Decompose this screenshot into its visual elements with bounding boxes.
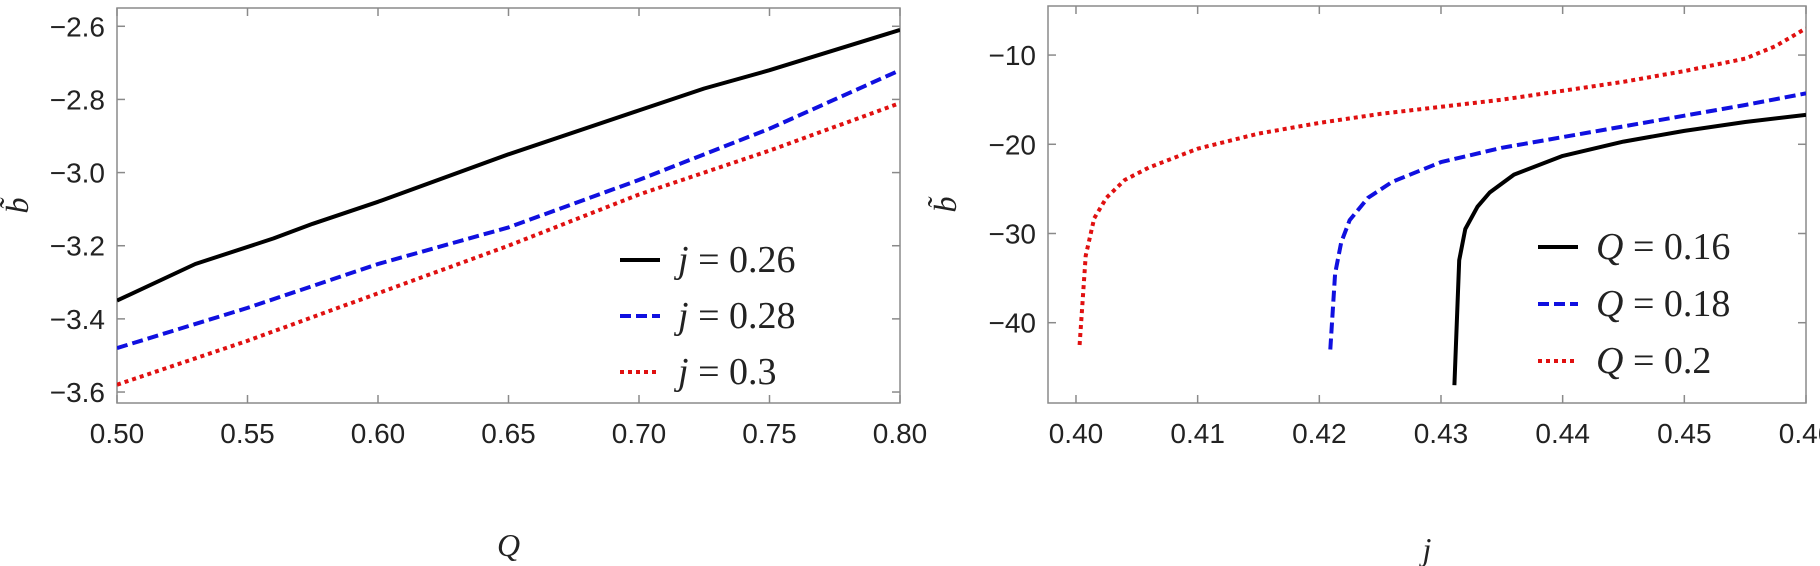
- x-tick-label: 0.60: [351, 418, 406, 449]
- x-tick-label: 0.41: [1170, 418, 1225, 449]
- plot-frame: [1047, 5, 1807, 404]
- x-axis-label: Q: [497, 527, 520, 563]
- chart-panel-j: 0.40 0.41 0.42 0.43 0.44 0.45 0.46 −40 −30 −20 −10…: [927, 5, 1820, 566]
- legend-label: j = 0.26: [673, 239, 796, 281]
- y-tick-label: −3.6: [50, 377, 105, 408]
- y-tick-label: −30: [989, 218, 1037, 249]
- x-tick-label: 0.65: [481, 418, 536, 449]
- x-axis-label: j: [1419, 531, 1432, 566]
- legend-label: j = 0.28: [673, 295, 796, 337]
- legend-label: Q = 0.18: [1596, 283, 1730, 325]
- x-tick-label: 0.40: [1049, 418, 1104, 449]
- y-tick-label: −20: [989, 129, 1037, 160]
- x-tick-label: 0.80: [873, 418, 928, 449]
- y-tick-label: −2.6: [50, 11, 105, 42]
- series-line-1: [117, 68, 900, 351]
- x-tick-label: 0.55: [220, 418, 275, 449]
- x-tick-label: 0.44: [1535, 418, 1590, 449]
- x-tick-label: 0.50: [90, 418, 145, 449]
- legend-label: Q = 0.16: [1596, 226, 1730, 268]
- x-tick-label: 0.43: [1414, 418, 1469, 449]
- series-line-2: [1077, 26, 1806, 346]
- y-axis-label: b̃: [0, 197, 35, 213]
- y-axis-label: b̃: [927, 196, 963, 212]
- series-line-2: [117, 101, 900, 387]
- legend-label: Q = 0.2: [1596, 340, 1711, 382]
- series-line-0: [117, 27, 900, 303]
- series-line-1: [1328, 91, 1806, 350]
- x-tick-label: 0.45: [1657, 418, 1712, 449]
- y-tick-label: −3.0: [50, 158, 105, 189]
- series-line-0: [1452, 112, 1806, 386]
- legend-label: j = 0.3: [673, 351, 777, 393]
- y-tick-label: −3.2: [50, 231, 105, 262]
- y-tick-label: −3.4: [50, 304, 105, 335]
- x-tick-label: 0.75: [742, 418, 797, 449]
- x-tick-label: 0.42: [1292, 418, 1347, 449]
- x-tick-label: 0.70: [612, 418, 667, 449]
- y-tick-label: −10: [989, 40, 1037, 71]
- x-tick-label: 0.46: [1779, 418, 1820, 449]
- y-tick-label: −2.8: [50, 84, 105, 115]
- y-tick-label: −40: [989, 308, 1037, 339]
- chart-panel-q: 0.50 0.55 0.60 0.65 0.70 0.75 0.80 −3.6 −3.4 −3.2…: [0, 7, 928, 563]
